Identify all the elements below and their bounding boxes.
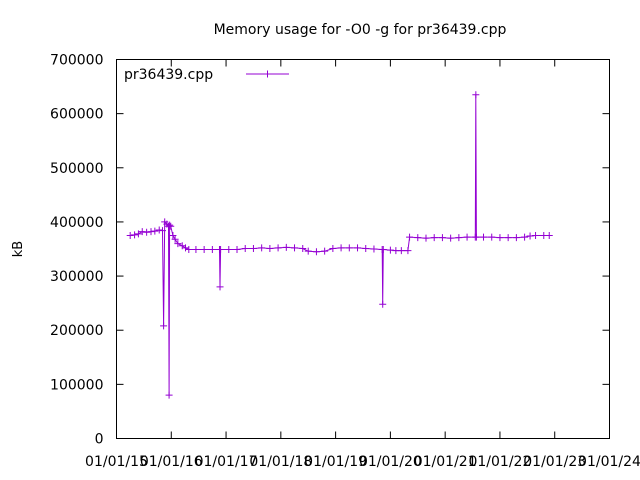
data-point [182,244,190,252]
data-point [134,230,142,238]
data-point [143,228,151,236]
data-point [521,233,529,241]
data-point [225,246,233,254]
data-point [147,228,155,236]
data-point [438,234,446,242]
data-point [488,233,496,241]
y-tick-label: 300000 [50,269,103,285]
data-point [258,244,266,252]
data-point [472,233,480,241]
x-tick-label: 01/01/15 [85,454,148,470]
chart-title: Memory usage for -O0 -g for pr36439.cpp [214,22,507,38]
data-point [532,231,540,239]
data-point [379,300,387,308]
legend-entry-label: pr36439.cpp [124,67,213,83]
data-point [299,244,307,252]
data-point [192,246,200,254]
data-point [386,246,394,254]
data-point [138,228,146,236]
data-point [370,245,378,253]
data-point [354,244,362,252]
data-point [241,244,249,252]
data-point [185,246,193,254]
data-point [159,227,167,235]
data-point [321,247,329,255]
data-point [455,234,463,242]
series-line [130,94,550,396]
data-point [291,244,299,252]
data-point [463,233,471,241]
data-point [233,246,241,254]
data-point [430,234,438,242]
data-point [496,234,504,242]
x-tick-label: 01/01/20 [359,454,422,470]
data-point [337,244,345,252]
y-tick-label: 600000 [50,107,103,123]
data-point [414,234,422,242]
x-tick-label: 01/01/18 [249,454,312,470]
x-tick-label: 01/01/23 [523,454,586,470]
data-point [131,231,139,239]
axis-ticks: 0 100000 200000 300000 400000 500000 600000 700… [50,53,640,471]
data-point [174,240,182,248]
y-tick-label: 200000 [50,323,103,339]
data-point [480,233,488,241]
data-point [422,234,430,242]
y-axis-label: kB [11,241,26,257]
x-tick-label: 01/01/22 [468,454,531,470]
data-point [249,244,257,252]
data-point [504,234,512,242]
data-point [406,233,414,241]
data-point [160,322,168,330]
legend-marker [264,70,271,78]
x-tick-label: 01/01/24 [578,454,640,470]
data-point [171,235,179,243]
data-point [526,232,534,240]
data-point [472,91,480,99]
data-point [200,246,208,254]
series-group [126,91,553,399]
data-point [345,244,353,252]
data-point [169,231,177,239]
data-point [167,222,175,230]
data-point [217,246,225,254]
y-tick-label: 100000 [50,377,103,393]
data-point [274,244,282,252]
data-point [126,231,134,239]
data-point [397,247,405,255]
data-point [447,234,455,242]
data-point [166,221,174,229]
x-tick-label: 01/01/17 [195,454,258,470]
data-point [545,231,553,239]
x-tick-label: 01/01/19 [304,454,367,470]
data-point [304,247,312,255]
data-point [379,246,387,254]
y-tick-label: 400000 [50,215,103,231]
y-tick-label: 700000 [50,53,103,69]
data-point [404,247,412,255]
legend: pr36439.cpp [124,67,289,83]
data-point [329,244,337,252]
x-tick-label: 01/01/16 [140,454,203,470]
data-point [312,248,320,256]
data-point [266,244,274,252]
data-point [282,243,290,251]
data-point [216,283,224,291]
y-tick-label: 0 [95,432,104,448]
data-point [165,391,173,399]
y-tick-label: 500000 [50,161,103,177]
x-tick-label: 01/01/21 [414,454,477,470]
data-point [512,234,520,242]
data-point [208,246,216,254]
plot-frame [116,59,610,439]
data-point [151,227,159,235]
data-point [155,226,163,234]
data-point [362,244,370,252]
